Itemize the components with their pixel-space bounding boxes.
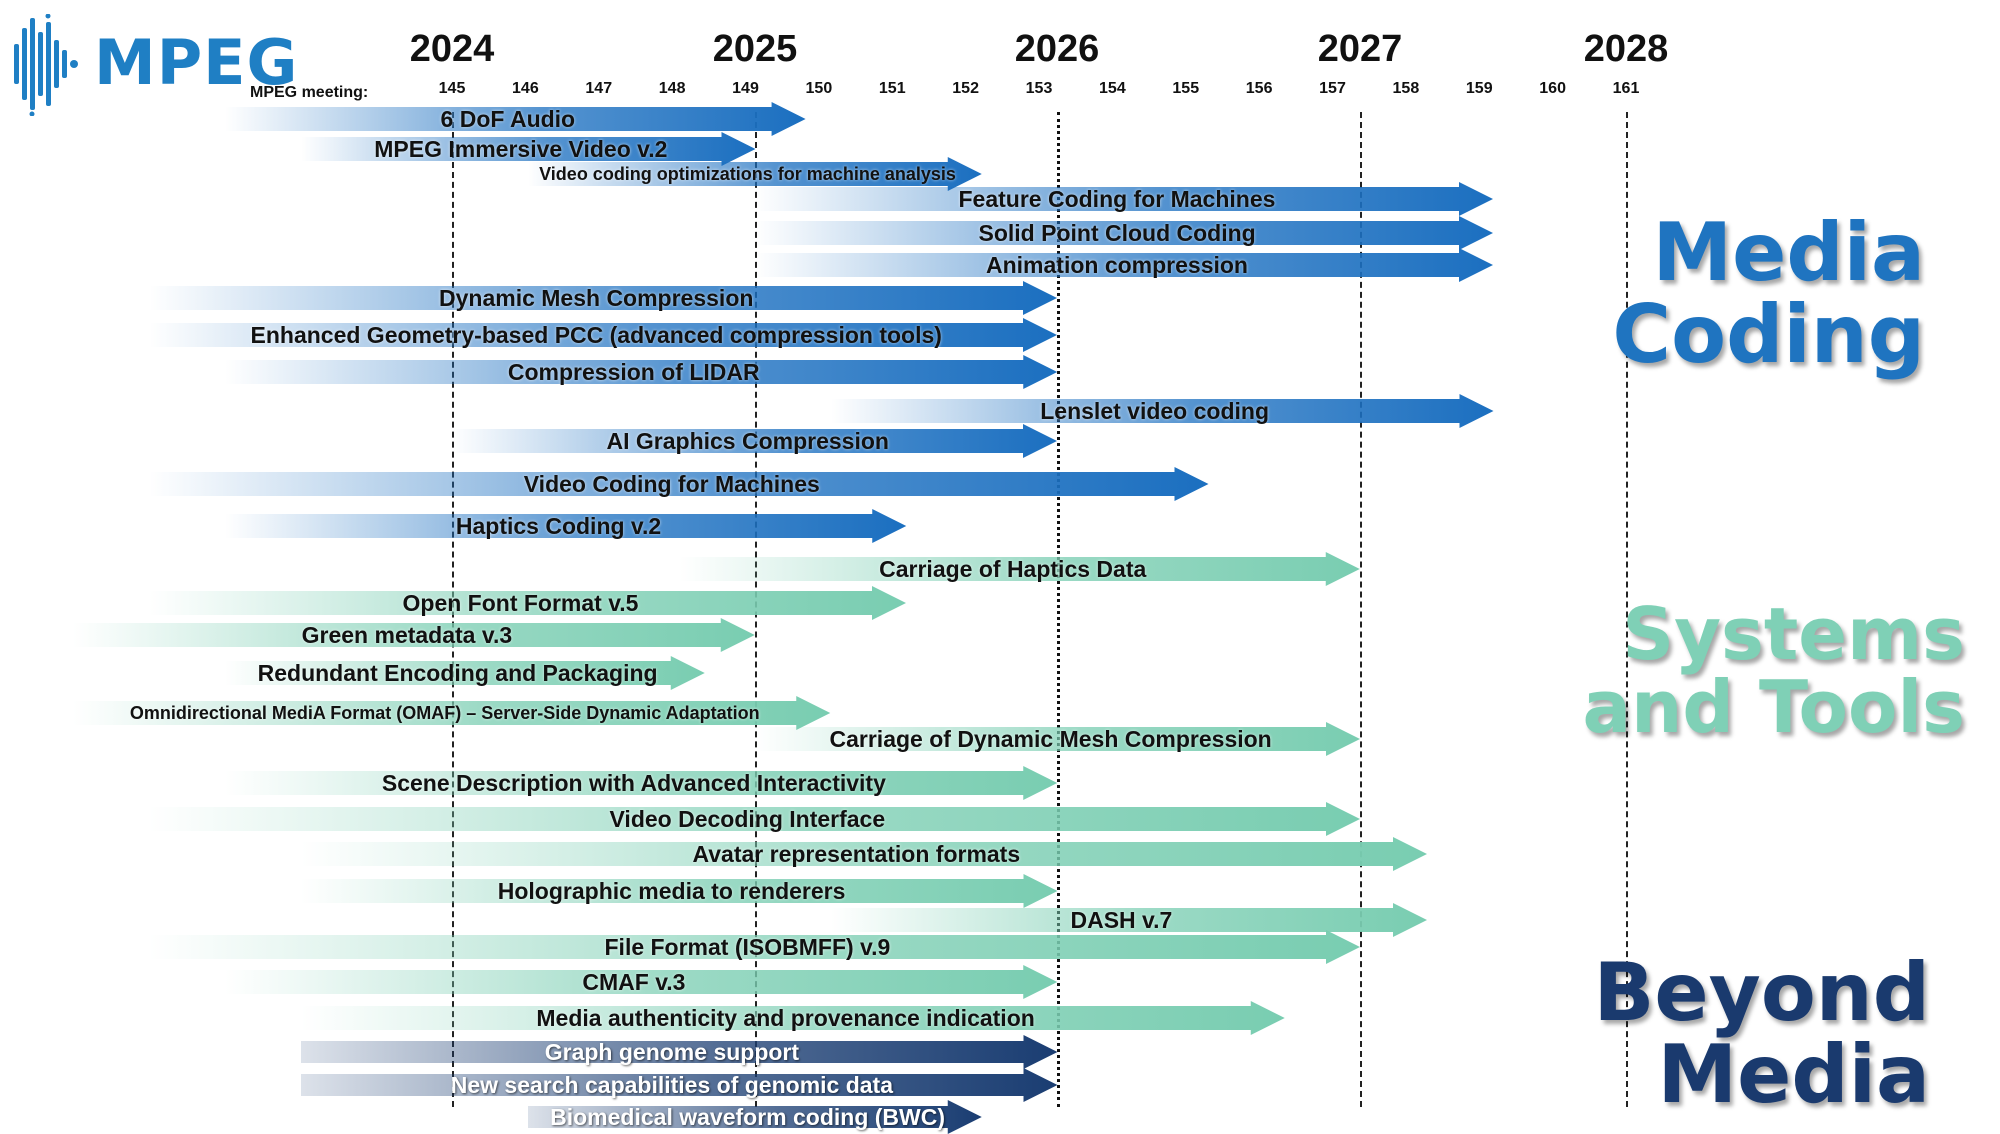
section-beyond-line-1: Beyond — [1593, 946, 1930, 1039]
meeting-number: 153 — [1025, 80, 1053, 97]
timeline-arrow — [755, 216, 1493, 250]
timeline-arrow — [300, 132, 755, 166]
timeline-arrow — [149, 930, 1360, 964]
roadmap-item-label: Video Coding for Machines — [523, 471, 820, 497]
roadmap-item-label: Video Decoding Interface — [609, 806, 886, 832]
roadmap-item-label: Feature Coding for Machines — [958, 186, 1276, 212]
roadmap-item-label: Media authenticity and provenance indica… — [536, 1005, 1035, 1031]
meeting-number: 158 — [1392, 80, 1420, 97]
roadmap-item-label: AI Graphics Compression — [606, 428, 889, 454]
mpeg-logo-text: MPEG — [94, 26, 299, 99]
roadmap-item-label: DASH v.7 — [1070, 907, 1173, 933]
section-media-line-1: Media — [1652, 206, 1925, 299]
meeting-number: 151 — [878, 80, 906, 97]
roadmap-item-label: New search capabilities of genomic data — [450, 1072, 894, 1098]
roadmap-item-label: 6 DoF Audio — [440, 106, 576, 132]
section-beyond-media: Beyond Media — [1593, 952, 1930, 1115]
meeting-number: 157 — [1319, 80, 1346, 97]
year-label: 2025 — [712, 28, 798, 70]
timeline-arrow — [149, 802, 1360, 836]
section-systems-line-2: and Tools — [1582, 665, 1965, 750]
meeting-number: 154 — [1099, 80, 1126, 97]
timeline-arrow — [224, 102, 806, 136]
roadmap-item-label: Holographic media to renderers — [497, 878, 846, 904]
timeline-arrow — [73, 696, 831, 730]
timeline-arrow — [149, 281, 1057, 315]
meeting-number: 161 — [1612, 80, 1640, 97]
timeline-arrow — [830, 394, 1493, 428]
meeting-number: 159 — [1465, 80, 1493, 97]
meeting-number: 145 — [438, 80, 466, 97]
roadmap-item-label: Solid Point Cloud Coding — [978, 220, 1256, 246]
meeting-number: 146 — [512, 80, 539, 97]
roadmap-item-label: Dynamic Mesh Compression — [439, 285, 754, 311]
timeline-arrow — [149, 318, 1057, 352]
year-label: 2026 — [1014, 28, 1100, 70]
roadmap-item-label: Open Font Format v.5 — [402, 590, 639, 616]
meeting-number: 147 — [585, 80, 613, 97]
section-media-coding: Media Coding — [1612, 212, 1925, 375]
timeline-arrow — [224, 766, 1057, 800]
timeline-arrow — [300, 1035, 1057, 1069]
year-label: 2024 — [409, 28, 495, 70]
mpeg-logo: MPEG — [12, 13, 312, 117]
timeline-arrow — [755, 182, 1493, 216]
timeline-arrow — [224, 355, 1057, 389]
timeline-arrow — [300, 874, 1057, 908]
timeline-arrow — [300, 1001, 1285, 1035]
mpeg-logo-icon — [14, 13, 78, 117]
section-systems-line-1: Systems — [1622, 592, 1965, 676]
timeline-arrow — [452, 424, 1057, 458]
roadmap-item-label: Enhanced Geometry-based PCC (advanced co… — [250, 322, 942, 348]
section-media-line-2: Coding — [1612, 287, 1925, 381]
year-label: 2027 — [1317, 28, 1403, 70]
timeline-arrow — [679, 552, 1360, 586]
meeting-number: 149 — [732, 80, 759, 97]
roadmap-item-label: Biomedical waveform coding (BWC) — [550, 1104, 945, 1130]
year-gridline — [1057, 112, 1060, 1107]
meeting-number: 150 — [805, 80, 833, 97]
section-systems-tools: Systems and Tools — [1582, 592, 1965, 750]
meeting-number: 160 — [1539, 80, 1566, 97]
roadmap-item-label: Lenslet video coding — [1040, 398, 1270, 424]
meeting-number: 152 — [952, 80, 979, 97]
roadmap-item-label: Carriage of Dynamic Mesh Compression — [829, 726, 1272, 752]
year-label: 2028 — [1583, 28, 1669, 70]
meeting-number: 156 — [1245, 80, 1273, 97]
timeline-arrow — [73, 618, 755, 652]
meeting-axis-label: MPEG meeting: — [250, 84, 369, 101]
timeline-arrow — [224, 965, 1057, 999]
roadmap-item-label: Video coding optimizations for machine a… — [539, 164, 956, 184]
roadmap-item-label: Scene Description with Advanced Interact… — [381, 770, 886, 796]
roadmap-item-label: Green metadata v.3 — [301, 622, 513, 648]
year-gridline — [1360, 112, 1362, 1107]
timeline-arrow — [755, 248, 1493, 282]
section-beyond-line-2: Media — [1657, 1027, 1930, 1121]
timeline-arrow — [527, 157, 982, 191]
meeting-number: 155 — [1172, 80, 1200, 97]
timeline-arrow — [755, 722, 1360, 756]
year-gridline — [1626, 112, 1628, 1107]
roadmap-item-label: Graph genome support — [544, 1039, 800, 1065]
timeline-arrow — [149, 467, 1209, 501]
roadmap-item-label: Avatar representation formats — [692, 841, 1021, 867]
roadmap-item-label: MPEG Immersive Video v.2 — [374, 136, 668, 162]
meeting-number: 148 — [658, 80, 686, 97]
roadmap-item-label: Redundant Encoding and Packaging — [257, 660, 658, 686]
timeline-arrow — [830, 903, 1427, 937]
timeline-arrow — [224, 509, 906, 543]
timeline-arrow — [300, 1068, 1057, 1102]
roadmap-item-label: Compression of LIDAR — [507, 359, 760, 385]
roadmap-item-label: Omnidirectional MediA Format (OMAF) – Se… — [129, 703, 760, 723]
roadmap-item-label: File Format (ISOBMFF) v.9 — [604, 934, 891, 960]
roadmap-item-label: CMAF v.3 — [582, 969, 686, 995]
roadmap-item-label: Haptics Coding v.2 — [455, 513, 662, 539]
roadmap-item-label: Carriage of Haptics Data — [879, 556, 1147, 582]
timeline-arrow — [224, 656, 705, 690]
roadmap-item-label: Animation compression — [986, 252, 1248, 278]
timeline-arrow — [300, 837, 1427, 871]
timeline-arrow — [149, 586, 906, 620]
